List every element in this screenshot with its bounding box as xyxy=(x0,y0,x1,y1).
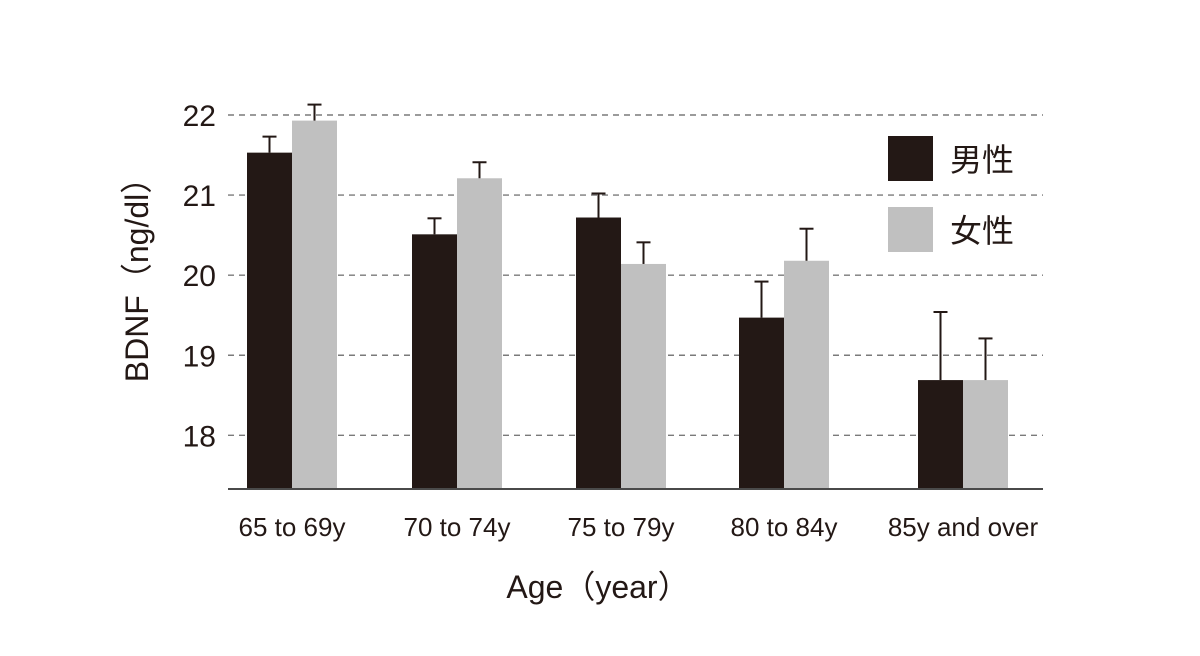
y-tick-label: 22 xyxy=(183,100,216,133)
bar-male-0 xyxy=(247,152,292,489)
bar-female-3 xyxy=(784,260,829,489)
bar-male-4 xyxy=(918,380,963,489)
error-bar-male-1 xyxy=(427,217,442,235)
y-tick-label: 21 xyxy=(183,180,216,213)
error-bar-female-4 xyxy=(978,337,993,381)
bar-male-1 xyxy=(412,234,457,489)
x-category-label: 70 to 74y xyxy=(404,512,511,542)
bar-female-4 xyxy=(963,380,1008,489)
error-bar-female-1 xyxy=(472,161,487,179)
error-bar-male-0 xyxy=(262,135,277,153)
y-tick-label: 19 xyxy=(183,340,216,373)
y-tick-label: 18 xyxy=(183,420,216,453)
x-category-label: 80 to 84y xyxy=(731,512,838,542)
x-category-labels: 65 to 69y 70 to 74y 75 to 79y 80 to 84y 85y … xyxy=(239,512,1039,542)
error-bar-female-0 xyxy=(307,103,322,121)
bars xyxy=(247,120,1008,490)
error-bar-female-2 xyxy=(636,241,651,264)
bar-female-1 xyxy=(457,178,502,489)
x-axis-title: Age（year） xyxy=(506,569,689,605)
x-category-label: 75 to 79y xyxy=(568,512,675,542)
bar-female-0 xyxy=(292,120,337,490)
error-bar-male-4 xyxy=(933,311,948,381)
legend-label-male: 男性 xyxy=(950,141,1014,179)
y-tick-label: 20 xyxy=(183,260,216,293)
error-bar-female-3 xyxy=(799,227,814,261)
x-category-label: 85y and over xyxy=(888,512,1039,542)
error-bar-male-2 xyxy=(591,192,606,218)
legend-label-female: 女性 xyxy=(950,212,1014,250)
bar-female-2 xyxy=(621,263,666,489)
error-bar-male-3 xyxy=(754,280,769,318)
bar-male-2 xyxy=(576,217,621,489)
legend-swatch-female xyxy=(888,207,933,252)
y-axis-title: BDNF（ng/dl） xyxy=(119,162,155,383)
legend-swatch-male xyxy=(888,136,933,181)
error-bars xyxy=(262,103,993,381)
x-category-label: 65 to 69y xyxy=(239,512,346,542)
y-tick-labels: 18 19 20 21 22 xyxy=(183,100,216,453)
bar-male-3 xyxy=(739,317,784,489)
